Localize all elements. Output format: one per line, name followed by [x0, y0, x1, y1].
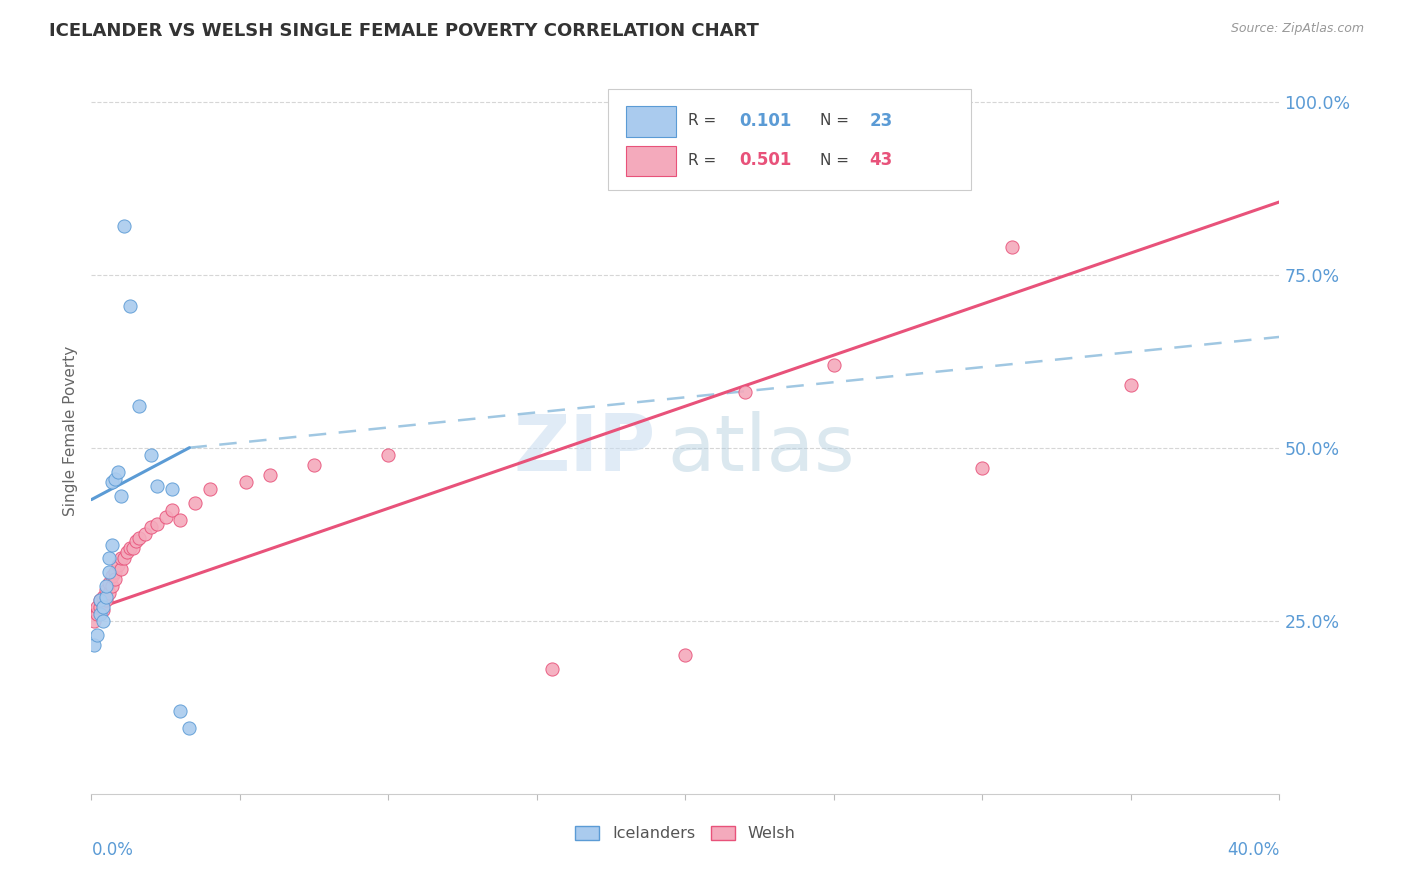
Point	[101, 569, 124, 583]
Text: N =: N =	[820, 153, 853, 168]
Text: atlas: atlas	[668, 410, 855, 486]
Point	[823, 358, 845, 372]
Point	[98, 551, 121, 566]
Point	[89, 593, 111, 607]
Point	[145, 516, 167, 531]
Point	[104, 472, 127, 486]
Point	[86, 599, 108, 614]
Point	[1119, 378, 1142, 392]
Point	[540, 662, 562, 676]
Point	[115, 544, 138, 558]
Point	[155, 510, 177, 524]
Point	[118, 541, 141, 555]
Point	[139, 448, 162, 462]
Point	[110, 489, 132, 503]
Point	[104, 572, 127, 586]
Point	[91, 590, 114, 604]
Point	[98, 575, 121, 590]
Point	[128, 399, 150, 413]
Point	[145, 479, 167, 493]
Point	[91, 614, 114, 628]
Text: ICELANDER VS WELSH SINGLE FEMALE POVERTY CORRELATION CHART: ICELANDER VS WELSH SINGLE FEMALE POVERTY…	[49, 22, 759, 40]
Text: Source: ZipAtlas.com: Source: ZipAtlas.com	[1230, 22, 1364, 36]
Point	[96, 582, 118, 597]
Point	[96, 579, 118, 593]
Text: 43: 43	[869, 152, 893, 169]
Point	[83, 614, 105, 628]
Point	[160, 503, 183, 517]
Point	[101, 475, 124, 490]
Point	[101, 538, 124, 552]
Point	[972, 461, 994, 475]
Text: 40.0%: 40.0%	[1227, 841, 1279, 859]
Point	[98, 566, 121, 580]
Point	[104, 566, 127, 580]
Point	[169, 704, 191, 718]
Point	[96, 593, 118, 607]
Point	[377, 448, 399, 462]
FancyBboxPatch shape	[609, 88, 970, 191]
Point	[134, 527, 156, 541]
Point	[112, 219, 135, 234]
Point	[139, 520, 162, 534]
FancyBboxPatch shape	[626, 106, 676, 136]
Point	[1001, 240, 1024, 254]
Point	[86, 627, 108, 641]
Point	[235, 475, 257, 490]
Point	[86, 607, 108, 621]
FancyBboxPatch shape	[626, 146, 676, 177]
Point	[128, 531, 150, 545]
Point	[112, 551, 135, 566]
Point	[673, 648, 696, 663]
Point	[179, 721, 201, 735]
Point	[259, 468, 281, 483]
Point	[125, 534, 148, 549]
Point	[98, 586, 121, 600]
Point	[89, 607, 111, 621]
Text: 0.501: 0.501	[740, 152, 792, 169]
Point	[107, 558, 129, 573]
Text: 0.101: 0.101	[740, 112, 792, 129]
Point	[101, 579, 124, 593]
Text: R =: R =	[688, 113, 721, 128]
Point	[734, 385, 756, 400]
Point	[110, 562, 132, 576]
Text: 23: 23	[869, 112, 893, 129]
Point	[89, 593, 111, 607]
Point	[91, 603, 114, 617]
Point	[184, 496, 207, 510]
Point	[160, 482, 183, 496]
Point	[122, 541, 145, 555]
Text: N =: N =	[820, 113, 853, 128]
Point	[169, 513, 191, 527]
Point	[302, 458, 325, 472]
Point	[110, 551, 132, 566]
Text: ZIP: ZIP	[513, 410, 655, 486]
Point	[118, 299, 141, 313]
Point	[83, 638, 105, 652]
Point	[89, 599, 111, 614]
Point	[96, 590, 118, 604]
Y-axis label: Single Female Poverty: Single Female Poverty	[62, 345, 77, 516]
Point	[200, 482, 222, 496]
Legend: Icelanders, Welsh: Icelanders, Welsh	[569, 819, 801, 847]
Text: R =: R =	[688, 153, 721, 168]
Point	[91, 599, 114, 614]
Text: 0.0%: 0.0%	[91, 841, 134, 859]
Point	[107, 465, 129, 479]
